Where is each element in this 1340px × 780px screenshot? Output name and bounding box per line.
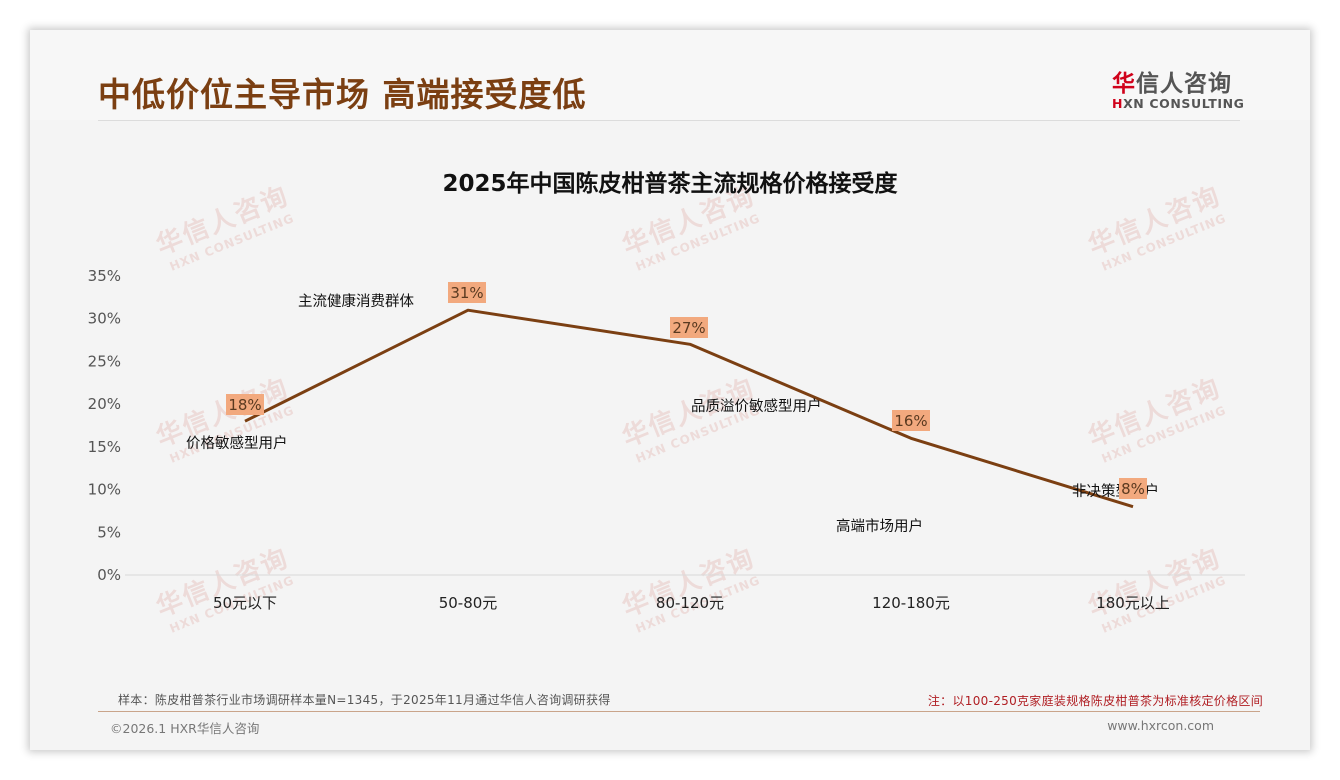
chart-title: 2025年中国陈皮柑普茶主流规格价格接受度 (442, 171, 898, 197)
segment-label: 主流健康消费群体 (298, 293, 414, 310)
logo-en: HXN CONSULTING (1112, 96, 1245, 111)
x-tick-label: 120-180元 (872, 594, 950, 612)
line-chart: 0% 5% 10% 15% 20% 25% 30% 35% 50元以下 50-80元 80-120… (88, 267, 1245, 612)
sample-note: 样本：陈皮柑普茶行业市场调研样本量N=1345，于2025年11月通过华信人咨询… (118, 693, 611, 707)
data-label-bg (670, 317, 708, 338)
y-tick-label: 25% (88, 352, 121, 370)
x-axis: 50元以下 50-80元 80-120元 120-180元 180元以上 (213, 594, 1170, 612)
footer-divider (98, 711, 1260, 712)
data-label-text: 18% (228, 396, 261, 414)
y-tick-label: 35% (88, 267, 121, 285)
logo-cn: 华信人咨询 (1112, 71, 1232, 97)
y-tick-label: 30% (88, 310, 121, 328)
data-label-text: 16% (894, 412, 927, 430)
data-label-text: 8% (1121, 480, 1145, 498)
header-divider (98, 120, 1240, 121)
page-title: 中低价位主导市场 高端接受度低 (98, 75, 587, 114)
copyright: ©2026.1 HXR华信人咨询 (110, 721, 260, 736)
data-label-text: 31% (450, 284, 483, 302)
data-label: 31% (448, 282, 486, 303)
company-logo: 华信人咨询 HXN CONSULTING (1112, 64, 1245, 111)
data-label-bg (1119, 478, 1147, 499)
y-tick-label: 15% (88, 438, 121, 456)
website-link[interactable]: www.hxrcon.com (1107, 718, 1214, 733)
slide: 中低价位主导市场 高端接受度低 华信人咨询 HXN CONSULTING 华信人… (30, 30, 1310, 750)
segment-label: 价格敏感型用户 (186, 435, 288, 452)
price-range-note: 注：以100-250克家庭装规格陈皮柑普茶为标准核定价格区间 (927, 694, 1263, 708)
segment-label: 品质溢价敏感型用户 (691, 398, 822, 415)
data-label: 16% (892, 410, 930, 431)
x-tick-label: 50元以下 (213, 594, 277, 612)
y-tick-label: 5% (97, 523, 121, 541)
data-label-text: 27% (672, 319, 705, 337)
y-tick-label: 0% (97, 566, 121, 584)
data-label-bg (892, 410, 930, 431)
y-tick-label: 10% (88, 481, 121, 499)
data-label: 27% (670, 317, 708, 338)
data-label: 18% (226, 394, 264, 415)
y-axis: 0% 5% 10% 15% 20% 25% 30% 35% (88, 267, 121, 584)
data-label: 8% (1119, 478, 1147, 499)
data-labels: 18% 31% 27% 16% 8% (226, 282, 1147, 499)
series-line (244, 308, 1134, 509)
segment-label: 高端市场用户 (836, 518, 923, 535)
x-tick-label: 50-80元 (439, 594, 498, 612)
x-tick-label: 180元以上 (1096, 594, 1170, 612)
header-band (30, 30, 1310, 120)
data-label-bg (226, 394, 264, 415)
y-tick-label: 20% (88, 395, 121, 413)
x-tick-label: 80-120元 (656, 594, 724, 612)
data-label-bg (448, 282, 486, 303)
